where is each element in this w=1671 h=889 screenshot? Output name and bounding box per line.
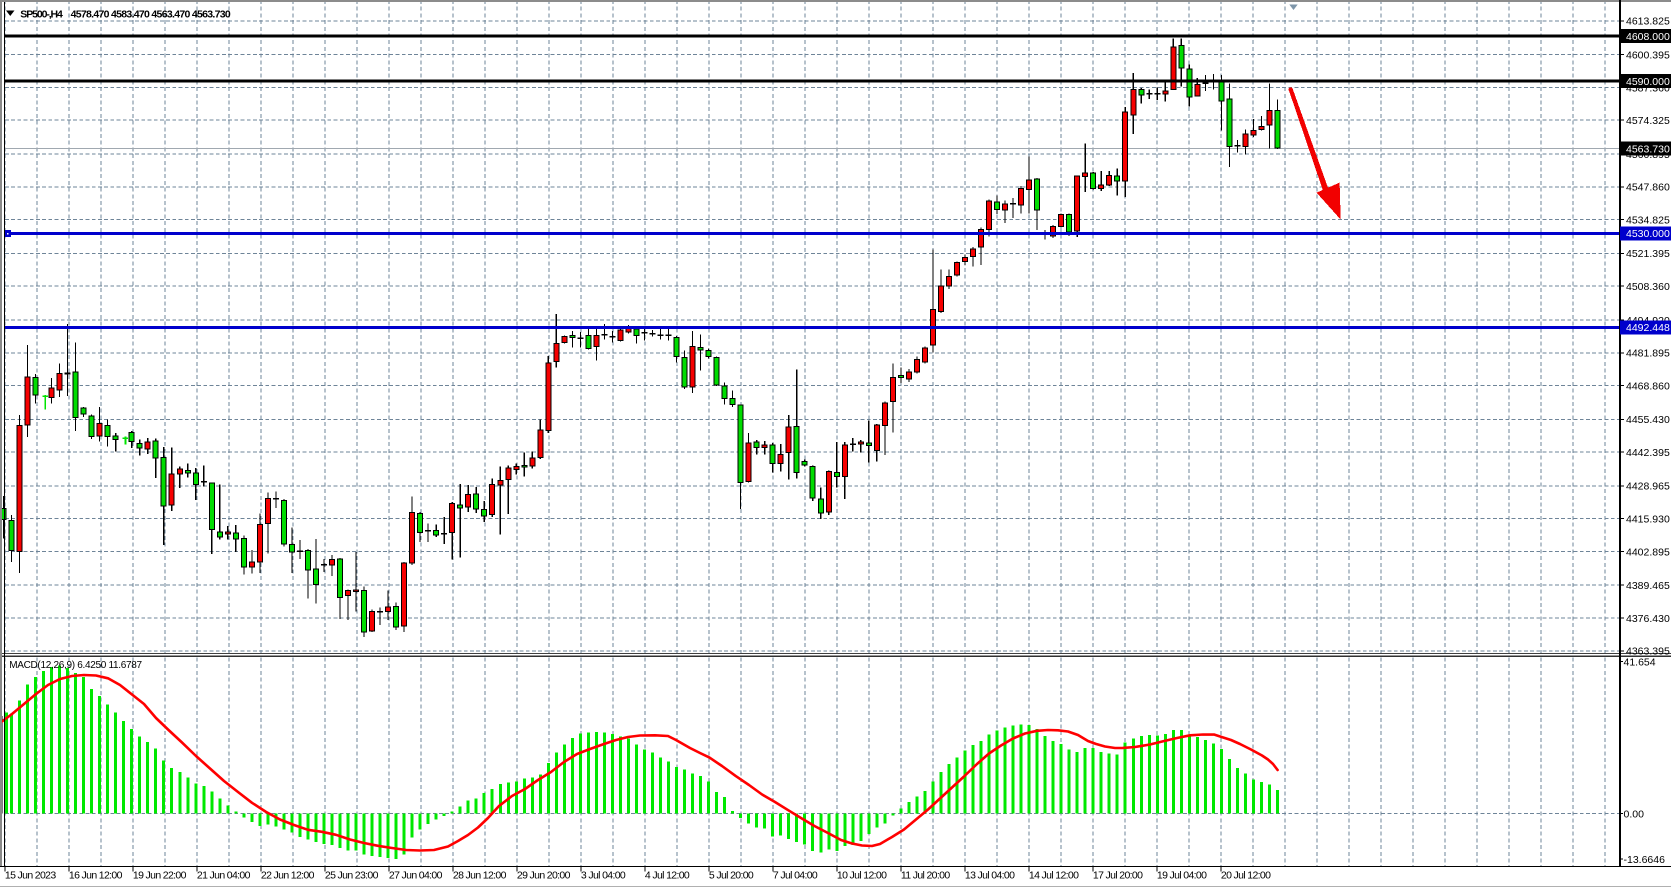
svg-text:14 Jul 12:00: 14 Jul 12:00 <box>1029 870 1079 882</box>
svg-text:22 Jun 12:00: 22 Jun 12:00 <box>261 870 315 882</box>
svg-text:4389.465: 4389.465 <box>1626 580 1670 592</box>
svg-text:27 Jun 04:00: 27 Jun 04:00 <box>389 870 443 882</box>
svg-text:19 Jun 22:00: 19 Jun 22:00 <box>133 870 187 882</box>
svg-text:5 Jul 20:00: 5 Jul 20:00 <box>709 870 754 882</box>
svg-text:4547.860: 4547.860 <box>1626 182 1670 194</box>
svg-text:4534.825: 4534.825 <box>1626 214 1670 226</box>
svg-text:4442.395: 4442.395 <box>1626 447 1670 459</box>
svg-text:11 Jul 20:00: 11 Jul 20:00 <box>901 870 950 882</box>
svg-text:4402.895: 4402.895 <box>1626 546 1670 558</box>
svg-text:4428.965: 4428.965 <box>1626 481 1670 493</box>
svg-text:21 Jun 04:00: 21 Jun 04:00 <box>197 870 251 882</box>
svg-text:4376.430: 4376.430 <box>1626 613 1670 625</box>
svg-text:0.00: 0.00 <box>1624 808 1645 820</box>
svg-text:4492.448: 4492.448 <box>1626 322 1670 334</box>
svg-text:4590.000: 4590.000 <box>1626 76 1670 88</box>
svg-text:16 Jun 12:00: 16 Jun 12:00 <box>69 870 123 882</box>
svg-text:4563.730: 4563.730 <box>1626 143 1670 155</box>
svg-text:7 Jul 04:00: 7 Jul 04:00 <box>773 870 818 882</box>
svg-text:29 Jun 20:00: 29 Jun 20:00 <box>517 870 571 882</box>
svg-text:4608.000: 4608.000 <box>1626 31 1670 43</box>
svg-text:4574.325: 4574.325 <box>1626 115 1670 127</box>
svg-text:4613.825: 4613.825 <box>1626 16 1670 28</box>
svg-text:4600.395: 4600.395 <box>1626 50 1670 62</box>
svg-text:-13.6646: -13.6646 <box>1624 854 1666 866</box>
svg-text:28 Jun 12:00: 28 Jun 12:00 <box>453 870 507 882</box>
svg-text:4481.895: 4481.895 <box>1626 348 1670 360</box>
svg-text:4468.860: 4468.860 <box>1626 380 1670 392</box>
svg-text:25 Jun 23:00: 25 Jun 23:00 <box>325 870 379 882</box>
svg-text:4 Jul 12:00: 4 Jul 12:00 <box>645 870 690 882</box>
svg-text:MACD(12,26,9) 6.4250 11.6787: MACD(12,26,9) 6.4250 11.6787 <box>9 660 142 671</box>
svg-text:3 Jul 04:00: 3 Jul 04:00 <box>581 870 626 882</box>
svg-text:19 Jul 04:00: 19 Jul 04:00 <box>1157 870 1207 882</box>
svg-text:15 Jun 2023: 15 Jun 2023 <box>5 870 56 882</box>
svg-text:4530.000: 4530.000 <box>1626 228 1670 240</box>
svg-text:41.654: 41.654 <box>1624 656 1656 668</box>
svg-text:10 Jul 12:00: 10 Jul 12:00 <box>837 870 887 882</box>
svg-text:20 Jul 12:00: 20 Jul 12:00 <box>1221 870 1271 882</box>
svg-text:4508.360: 4508.360 <box>1626 281 1670 293</box>
svg-text:4415.930: 4415.930 <box>1626 514 1670 526</box>
svg-text:4521.395: 4521.395 <box>1626 248 1670 260</box>
svg-text:4363.395: 4363.395 <box>1626 646 1670 658</box>
svg-text:SP500-,H4: SP500-,H4 <box>20 9 63 21</box>
svg-text:4578.470 4583.470 4563.470 456: 4578.470 4583.470 4563.470 4563.730 <box>71 9 231 21</box>
svg-text:13 Jul 04:00: 13 Jul 04:00 <box>965 870 1015 882</box>
svg-text:17 Jul 20:00: 17 Jul 20:00 <box>1093 870 1143 882</box>
svg-text:4455.430: 4455.430 <box>1626 414 1670 426</box>
